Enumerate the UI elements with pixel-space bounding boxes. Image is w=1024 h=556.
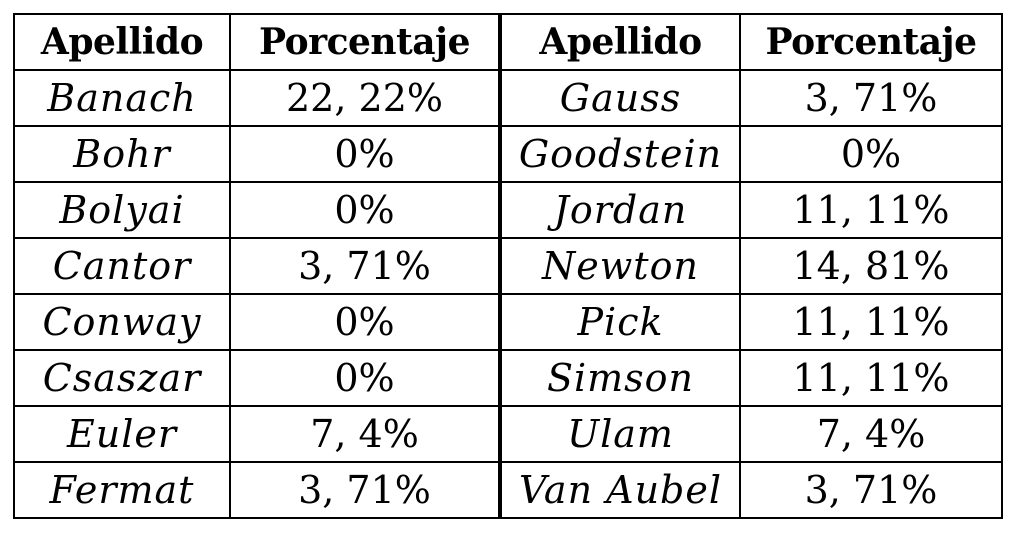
- percentage-table: Apellido Porcentaje Apellido Porcentaje …: [13, 13, 1003, 519]
- surname-cell: Bolyai: [13, 181, 231, 239]
- percentage-cell: 11, 11%: [739, 349, 1003, 407]
- percentage-cell: 0%: [229, 125, 502, 183]
- surname-cell: Csaszar: [13, 349, 231, 407]
- percentage-cell: 14, 81%: [739, 237, 1003, 295]
- surname-cell: Newton: [499, 237, 741, 295]
- percentage-cell: 0%: [229, 349, 502, 407]
- header-porcentaje-2: Porcentaje: [739, 13, 1003, 71]
- surname-cell: Ulam: [499, 405, 741, 463]
- surname-cell: Jordan: [499, 181, 741, 239]
- header-porcentaje-1: Porcentaje: [229, 13, 502, 71]
- surname-cell: Cantor: [13, 237, 231, 295]
- percentage-cell: 11, 11%: [739, 181, 1003, 239]
- percentage-cell: 0%: [229, 181, 502, 239]
- table-row: Csaszar 0% Simson 11, 11%: [13, 349, 1003, 407]
- percentage-cell: 3, 71%: [739, 69, 1003, 127]
- surname-cell: Conway: [13, 293, 231, 351]
- percentage-cell: 11, 11%: [739, 293, 1003, 351]
- header-row: Apellido Porcentaje Apellido Porcentaje: [13, 13, 1003, 71]
- table-row: Bohr 0% Goodstein 0%: [13, 125, 1003, 183]
- surname-cell: Banach: [13, 69, 231, 127]
- table-row: Euler 7, 4% Ulam 7, 4%: [13, 405, 1003, 463]
- table-row: Banach 22, 22% Gauss 3, 71%: [13, 69, 1003, 127]
- table-row: Fermat 3, 71% Van Aubel 3, 71%: [13, 461, 1003, 519]
- percentage-cell: 3, 71%: [229, 237, 502, 295]
- surname-cell: Fermat: [13, 461, 231, 519]
- table-row: Bolyai 0% Jordan 11, 11%: [13, 181, 1003, 239]
- percentage-cell: 3, 71%: [739, 461, 1003, 519]
- surname-cell: Bohr: [13, 125, 231, 183]
- surname-cell: Van Aubel: [499, 461, 741, 519]
- surname-cell: Gauss: [499, 69, 741, 127]
- percentage-cell: 7, 4%: [739, 405, 1003, 463]
- surname-cell: Goodstein: [499, 125, 741, 183]
- percentage-cell: 3, 71%: [229, 461, 502, 519]
- percentage-cell: 0%: [229, 293, 502, 351]
- surname-cell: Euler: [13, 405, 231, 463]
- table-row: Conway 0% Pick 11, 11%: [13, 293, 1003, 351]
- percentage-cell: 22, 22%: [229, 69, 502, 127]
- percentage-cell: 0%: [739, 125, 1003, 183]
- surname-cell: Simson: [499, 349, 741, 407]
- header-apellido-2: Apellido: [499, 13, 741, 71]
- percentage-cell: 7, 4%: [229, 405, 502, 463]
- table-row: Cantor 3, 71% Newton 14, 81%: [13, 237, 1003, 295]
- header-apellido-1: Apellido: [13, 13, 231, 71]
- surname-cell: Pick: [499, 293, 741, 351]
